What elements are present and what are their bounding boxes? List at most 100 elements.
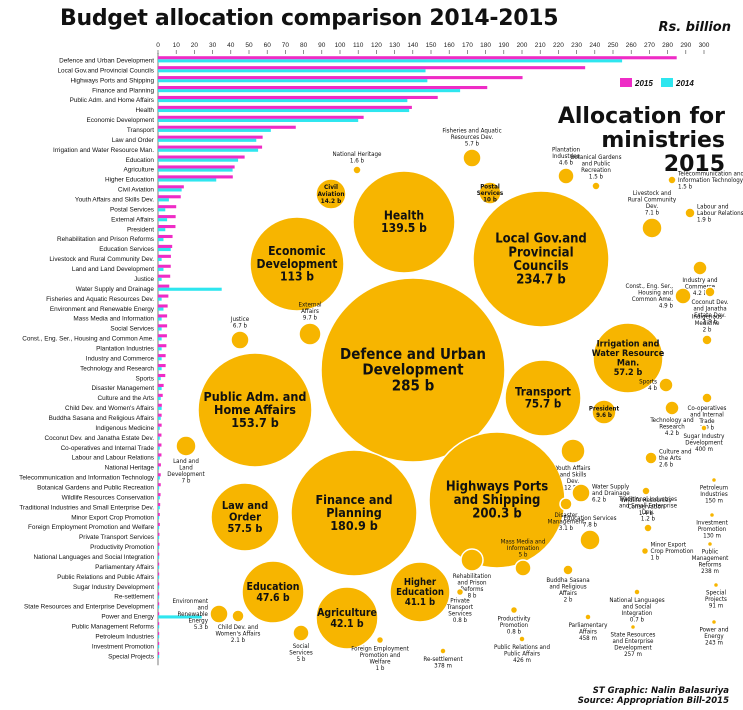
bubble-name-line: Promotion: [698, 526, 727, 533]
bubble-label: State Resources and Enterprise Development…: [611, 632, 656, 659]
bar-2014: [158, 555, 160, 559]
bar-2014: [158, 247, 171, 252]
bubble: Law and Order 57.5 b: [210, 482, 280, 552]
bubble-circle: [591, 399, 617, 425]
bubble-circle: [633, 588, 641, 596]
bubble-circle: [460, 548, 484, 572]
bubble-name-line: Councils: [513, 259, 568, 274]
bubble-label: Petroleum Industries 150 m: [700, 485, 728, 505]
bubble-value: 4.6 b: [559, 160, 574, 167]
bubble-value: 41.1 b: [405, 597, 435, 608]
bar-2015: [158, 423, 162, 427]
bubble-circle: [684, 207, 696, 219]
bubble-name-line: and Enterprise: [613, 638, 654, 645]
bubble-name-line: Development: [167, 471, 205, 478]
bubble-name-line: Education Services: [564, 515, 617, 522]
category-label: Power and Energy: [101, 614, 154, 621]
bubble-circle: [315, 178, 347, 210]
x-tick-label: 30: [209, 42, 217, 49]
bubble-name-line: Renewable: [178, 611, 209, 618]
bubble: Const., Eng. Ser., Housing and Common Ame.…: [625, 283, 692, 310]
bubble-circle: [560, 438, 586, 464]
bubble-label: Social Services 5 b: [289, 643, 313, 663]
bubble-circle: [708, 511, 716, 519]
bubble-circle: [320, 277, 506, 463]
bar-2014: [158, 565, 160, 569]
bar-2014: [158, 416, 161, 420]
bar-2015: [158, 642, 160, 646]
category-label: National Languages and Social Integratio…: [34, 554, 155, 561]
bubble-label: Investment Promotion 130 m: [696, 520, 728, 540]
bar-2015: [158, 234, 173, 239]
bubble-circle: [710, 618, 718, 626]
bar-2015: [158, 433, 162, 437]
legend-swatch-2014: [661, 78, 673, 87]
bubble-label: Postal Services 10 b: [477, 183, 504, 203]
bubble-name-line: and: [198, 604, 209, 611]
bar-2014: [158, 635, 160, 639]
bar-2014: [158, 575, 160, 579]
bubble: Fisheries and Aquatic Resources Dev. 5.7 b: [442, 128, 502, 168]
bar-2015: [158, 215, 176, 219]
bubble-circle: [701, 392, 713, 404]
bubble-label: Public Relations and Public Affairs 426 m: [494, 644, 550, 664]
bubble-name-line: Energy: [704, 633, 724, 640]
bubble: Re-settlement 378 m: [423, 647, 463, 670]
bubble-name-line: President: [589, 406, 620, 413]
bubble: Higher Education 41.1 b: [389, 561, 451, 623]
credit: ST Graphic: Nalin Balasuriya Source: App…: [578, 686, 729, 706]
bubble: Child Dev. and Women's Affairs 2.1 b: [216, 609, 261, 644]
bar-2015: [158, 76, 523, 80]
bubble-circle: [557, 167, 575, 185]
graphic-credit: ST Graphic: Nalin Balasuriya: [592, 686, 729, 696]
bubble-circle: [472, 190, 610, 328]
bubble-name-line: Foreign Employment: [351, 646, 409, 653]
bubble-value: 1 b: [651, 554, 660, 561]
bubble-value: 3.1 b: [559, 525, 574, 532]
bubble-name-line: and Drainage: [592, 490, 630, 497]
bubble-circle: [704, 286, 716, 298]
bubble-label: Irrigation and Water Resource Man. 57.2 b: [592, 340, 665, 378]
bubble-value: 42.1 b: [330, 618, 364, 630]
bubble-label: Local Gov.and Provincial Councils 234.7 b: [495, 232, 587, 288]
bubble-name-line: Women's Affairs: [216, 631, 261, 638]
bubble: Finance and Planning 180.9 b: [290, 449, 418, 577]
category-label: Sugar Industry Development: [73, 584, 154, 591]
bar-2014: [158, 595, 160, 599]
bar-2015: [158, 304, 168, 308]
bubble-name-line: Public: [702, 549, 718, 556]
bubble-value: 1 b: [376, 665, 385, 672]
bubble: Labour and Labour Relations 1.9 b: [684, 203, 743, 223]
category-label: Education: [126, 157, 155, 164]
x-tick-label: 60: [264, 42, 272, 49]
x-tick-label: 50: [245, 42, 253, 49]
bubble-name-line: Justice: [230, 316, 250, 323]
bubble-value: 4.9 b: [659, 303, 674, 310]
bar-2014: [158, 655, 160, 659]
bar-2014: [158, 506, 160, 510]
bubble-name-line: Affairs: [301, 308, 319, 315]
bubble-name-line: and Shipping: [454, 493, 541, 508]
bar-2015: [158, 364, 166, 368]
bubble-label: Traditional Industries and Small Enterpri…: [618, 496, 678, 523]
bubble-value: 75.7 b: [525, 397, 562, 411]
bubble-name-line: Investment: [696, 520, 728, 527]
bubble-name-line: Petroleum: [700, 485, 728, 492]
bubble-name-line: Trade: [698, 418, 715, 425]
bubble: Minor Export Crop Promotion 1 b: [640, 541, 694, 561]
category-label: State Resources and Enterprise Developme…: [24, 604, 154, 611]
bar-2014: [158, 456, 160, 460]
bubble-value: 4 b: [648, 385, 657, 392]
bubble: Civil Aviation 14.2 b: [315, 178, 347, 210]
bubble-label: External Affairs 9.7 b: [298, 302, 322, 322]
bubble-name-line: Rehabilitation: [453, 573, 492, 580]
category-label: National Heritage: [105, 465, 155, 472]
category-label: Investment Promotion: [92, 643, 155, 650]
bar-2015: [158, 413, 162, 417]
bar-2014: [158, 406, 162, 410]
bubble-circle: [518, 635, 526, 643]
bubble-name-line: Dev.: [567, 478, 580, 485]
bubble-value: 57.5 b: [228, 522, 263, 535]
bar-2014: [158, 396, 161, 401]
